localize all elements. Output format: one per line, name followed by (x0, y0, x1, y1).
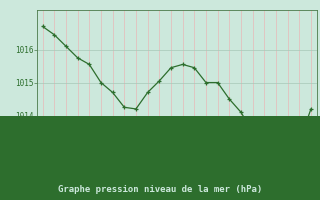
Text: Graphe pression niveau de la mer (hPa): Graphe pression niveau de la mer (hPa) (58, 184, 262, 194)
